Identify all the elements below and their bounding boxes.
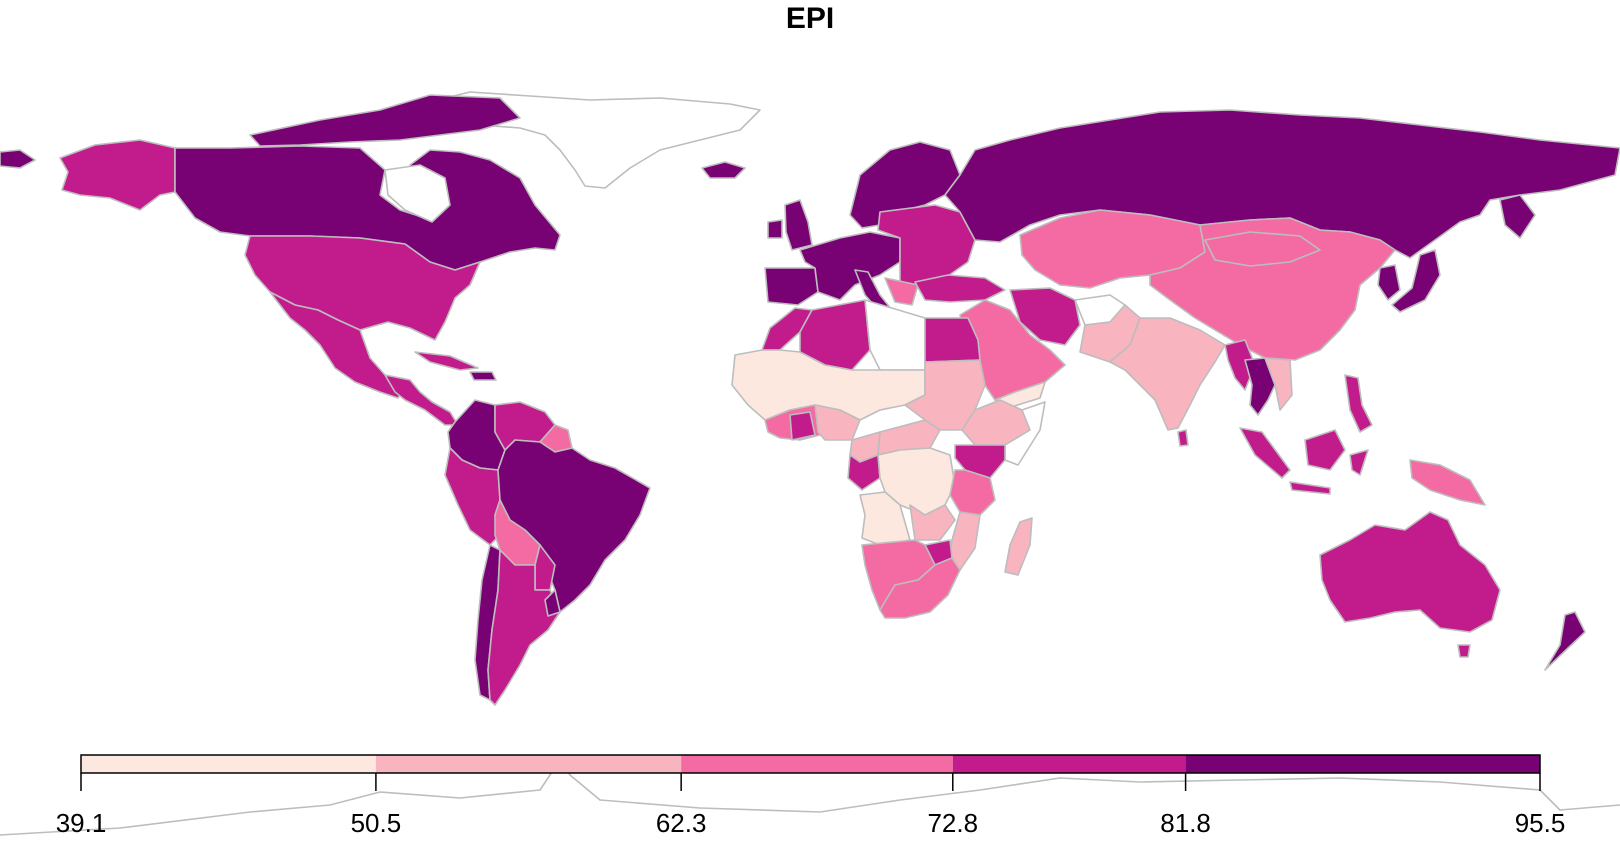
region-ireland[interactable] [767, 219, 783, 239]
region-madagascar[interactable] [1004, 517, 1033, 576]
region-ivory-coast[interactable] [789, 411, 816, 441]
region-sudan[interactable] [904, 359, 986, 431]
region-mongolia[interactable] [1204, 231, 1321, 267]
region-turkey[interactable] [914, 274, 1006, 303]
region-vietnam[interactable] [1264, 357, 1293, 411]
region-iberia[interactable] [764, 267, 819, 306]
legend-tick-label: 62.3 [655, 808, 707, 838]
legend-swatch-3 [681, 755, 953, 773]
legend-swatch-5 [1185, 755, 1540, 773]
region-alaska-tip[interactable] [0, 149, 36, 169]
region-borneo[interactable] [1304, 429, 1346, 471]
region-somalia [1004, 401, 1046, 466]
legend-swatch-1 [81, 755, 376, 773]
region-hispaniola[interactable] [469, 371, 497, 381]
region-iceland[interactable] [701, 161, 746, 179]
region-japan[interactable] [1391, 249, 1441, 313]
region-balkans[interactable] [884, 277, 919, 306]
legend-frame [80, 754, 1541, 774]
region-kamchatka[interactable] [1499, 194, 1536, 239]
region-tasmania[interactable] [1457, 644, 1471, 658]
legend-tick-label: 50.5 [350, 808, 402, 838]
region-png[interactable] [1409, 459, 1486, 506]
legend-swatch-2 [375, 755, 682, 773]
legend-tick-label: 72.8 [927, 808, 979, 838]
legend-tick-label: 39.1 [55, 808, 107, 838]
region-new-zealand[interactable] [1544, 611, 1586, 671]
legend-tick-label: 95.5 [1514, 808, 1566, 838]
region-south-africa[interactable] [879, 557, 961, 619]
region-argentina[interactable] [487, 549, 561, 706]
region-india[interactable] [1109, 317, 1226, 431]
region-korea[interactable] [1377, 264, 1401, 301]
legend-swatch-4 [952, 755, 1186, 773]
region-kenya[interactable] [954, 444, 1006, 479]
region-sri-lanka[interactable] [1177, 429, 1189, 447]
region-sumatra[interactable] [1239, 427, 1291, 479]
region-egypt[interactable] [924, 317, 981, 363]
region-java[interactable] [1289, 481, 1331, 495]
region-uk[interactable] [784, 199, 813, 251]
region-australia[interactable] [1319, 511, 1501, 633]
region-uruguay[interactable] [544, 589, 561, 617]
region-tanzania[interactable] [949, 469, 996, 516]
region-antarctica [0, 759, 1620, 836]
water-hudson-bay [384, 164, 451, 223]
map-title: EPI [785, 2, 835, 35]
legend-tick-label: 81.8 [1160, 808, 1211, 838]
region-alaska[interactable] [59, 139, 176, 211]
region-philippines[interactable] [1344, 374, 1373, 433]
region-sulawesi[interactable] [1349, 449, 1369, 476]
region-cuba[interactable] [414, 351, 479, 371]
region-iran[interactable] [1009, 287, 1081, 346]
region-canada-islands[interactable] [249, 94, 521, 147]
region-myanmar[interactable] [1224, 339, 1256, 391]
